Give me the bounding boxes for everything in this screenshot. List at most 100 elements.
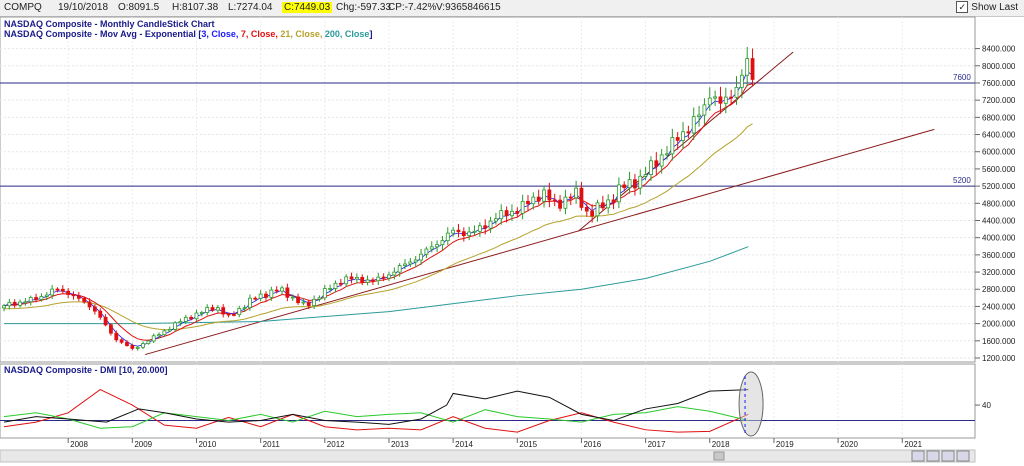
x-tick-label: 2016 xyxy=(583,440,601,449)
candle-body xyxy=(360,277,365,283)
candle-body xyxy=(135,346,140,349)
candle-body xyxy=(467,231,472,236)
candle-body xyxy=(199,312,204,314)
minus-di-line xyxy=(3,389,749,433)
candle-body xyxy=(633,179,637,189)
candle-body xyxy=(312,298,317,307)
candle-body xyxy=(376,276,381,282)
x-tick-label: 2013 xyxy=(391,440,409,449)
candle-body xyxy=(552,199,557,202)
zoom-in-icon[interactable] xyxy=(926,450,940,462)
change-value: Chg:-597.33 xyxy=(336,2,392,13)
x-tick-label: 2021 xyxy=(904,440,922,449)
x-tick-label: 2019 xyxy=(776,440,794,449)
scrollbar-thumb[interactable] xyxy=(713,451,725,461)
x-tick-label: 2017 xyxy=(648,440,666,449)
ema-legend-prefix: NASDAQ Composite - Mov Avg - Exponential… xyxy=(4,29,201,39)
candle-body xyxy=(290,296,295,299)
level-label-5200: 5200 xyxy=(953,176,971,185)
candle-body xyxy=(50,288,55,296)
candle-body xyxy=(178,321,183,324)
candle-body xyxy=(280,287,284,292)
volume-value: V:9365846615 xyxy=(436,2,501,13)
price-tick-label: 7200.000 xyxy=(982,96,1016,105)
price-chart-title: NASDAQ Composite - Monthly CandleStick C… xyxy=(4,19,215,29)
candle-body xyxy=(504,210,509,217)
candle-body xyxy=(579,187,584,208)
symbol-label: COMPQ xyxy=(4,2,42,13)
price-tick-label: 4400.000 xyxy=(982,216,1016,225)
candle-body xyxy=(194,312,199,320)
candle-body xyxy=(109,324,113,334)
show-last-toggle[interactable]: ✓ Show Last xyxy=(956,1,1018,13)
horizontal-scrollbar[interactable] xyxy=(0,449,976,463)
candle-body xyxy=(488,220,493,229)
dmi-tick-label: 40 xyxy=(982,401,991,410)
zoom-out-icon[interactable] xyxy=(941,450,955,462)
candle-body xyxy=(210,307,215,311)
candle-body xyxy=(333,282,338,289)
candle-body xyxy=(440,240,445,246)
candle-body xyxy=(162,330,167,336)
candle-body xyxy=(119,339,124,343)
candle-body xyxy=(365,279,370,283)
candle-body xyxy=(563,196,568,209)
candle-body xyxy=(403,263,407,266)
candle-body xyxy=(606,199,611,209)
candle-body xyxy=(66,290,71,295)
price-tick-label: 6000.000 xyxy=(982,148,1016,157)
candle-body xyxy=(515,210,520,214)
price-tick-label: 2400.000 xyxy=(982,302,1016,311)
candle-body xyxy=(285,287,290,298)
candle-body xyxy=(130,345,135,349)
scroll-right-icon[interactable] xyxy=(956,450,970,462)
candle-body xyxy=(44,294,49,297)
x-tick-label: 2015 xyxy=(519,440,537,449)
candle-body xyxy=(595,202,600,217)
candle-body xyxy=(477,225,482,232)
candle-body xyxy=(296,296,300,304)
candle-body xyxy=(499,210,504,220)
candle-body xyxy=(34,297,38,300)
x-tick-label: 2008 xyxy=(70,440,88,449)
candle-body xyxy=(354,277,359,280)
x-tick-label: 2009 xyxy=(134,440,152,449)
scroll-left-icon[interactable] xyxy=(911,450,925,462)
candle-body xyxy=(167,328,172,332)
candle-body xyxy=(718,96,723,104)
candle-body xyxy=(344,276,349,285)
candle-body xyxy=(435,244,439,248)
candle-body xyxy=(87,301,92,308)
candle-body xyxy=(12,301,17,306)
candle-body xyxy=(55,288,60,291)
candle-body xyxy=(322,288,327,299)
candle-body xyxy=(71,294,76,297)
checkbox-checked-icon[interactable]: ✓ xyxy=(956,1,969,13)
candle-body xyxy=(306,301,311,307)
candle-body xyxy=(387,274,391,279)
candle-body xyxy=(242,307,247,310)
candle-body xyxy=(215,307,220,311)
candle-body xyxy=(638,175,643,189)
price-tick-label: 1200.000 xyxy=(982,354,1016,363)
ema-legend-part-3: 200, Close xyxy=(322,29,369,39)
candle-body xyxy=(745,58,750,76)
price-tick-label: 5600.000 xyxy=(982,165,1016,174)
candle-body xyxy=(125,341,129,346)
adx-line xyxy=(3,389,749,425)
ema-legend-suffix: ] xyxy=(369,29,372,39)
candle-body xyxy=(729,96,734,99)
price-tick-label: 2000.000 xyxy=(982,320,1016,329)
candle-body xyxy=(103,316,108,326)
candle-body xyxy=(472,230,477,233)
candle-body xyxy=(317,297,322,300)
x-tick-label: 2018 xyxy=(712,440,730,449)
candle-body xyxy=(221,307,226,315)
price-tick-label: 7600.000 xyxy=(982,79,1016,88)
price-tick-label: 1600.000 xyxy=(982,337,1016,346)
candle-body xyxy=(237,308,242,316)
candle-body xyxy=(590,210,595,217)
candle-body xyxy=(483,225,488,229)
candle-body xyxy=(627,179,632,188)
candle-body xyxy=(494,218,498,222)
